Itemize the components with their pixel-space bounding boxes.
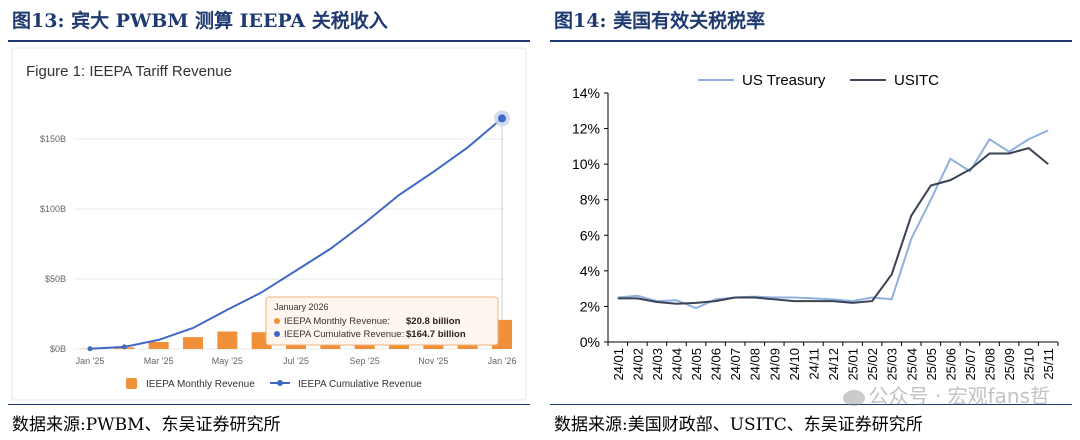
watermark: 公众号 · 宏观fans哲 xyxy=(842,380,1050,409)
x-tick-label: 24/05 xyxy=(689,348,704,381)
left-figure-panel: 图13: 宾大 PWBM 测算 IEEPA 关税收入 Figure 1: IEE… xyxy=(8,0,530,440)
y-tick-label: 8% xyxy=(580,192,600,208)
x-tick-label: 24/01 xyxy=(611,348,626,381)
y-tick-label: 14% xyxy=(572,85,600,101)
watermark-text: 公众号 · 宏观fans哲 xyxy=(868,384,1050,408)
x-tick-label: 24/11 xyxy=(806,348,821,380)
tooltip-label: IEEPA Monthly Revenue: xyxy=(284,316,390,327)
legend-us-treasury-label: US Treasury xyxy=(742,72,826,89)
x-tick-label: 25/11 xyxy=(1041,348,1056,380)
x-tick-label: 25/02 xyxy=(865,348,880,381)
x-tick-label: 24/10 xyxy=(787,348,802,381)
monthly-revenue-bar xyxy=(148,342,169,349)
cumulative-point xyxy=(87,346,93,352)
x-tick-label: Jan '26 xyxy=(488,356,517,366)
iEEPA-revenue-chart: Figure 1: IEEPA Tariff Revenue $0B $50B $10… xyxy=(11,47,527,401)
legend-usitc-label: USITC xyxy=(894,72,939,89)
y-tick-label: $150B xyxy=(40,134,66,144)
y-tick-label: $50B xyxy=(45,274,66,284)
y-tick-label: $100B xyxy=(40,204,66,214)
y-tick-label: 10% xyxy=(572,156,600,172)
cumulative-point xyxy=(121,344,127,350)
tooltip-value: $164.7 billion xyxy=(406,329,466,340)
usitc-line xyxy=(617,147,1049,305)
legend-label-cumulative: IEEPA Cumulative Revenue xyxy=(298,379,422,390)
highlight-point xyxy=(498,114,506,123)
left-figure-title: 图13: 宾大 PWBM 测算 IEEPA 关税收入 xyxy=(12,10,388,32)
right-title-rule xyxy=(550,40,1072,42)
right-bottom-rule xyxy=(550,404,1072,405)
x-tick-label: 25/05 xyxy=(924,348,939,381)
legend-marker-cumulative xyxy=(277,380,283,386)
y-tick-label: 0% xyxy=(580,334,600,350)
left-bottom-rule xyxy=(8,404,530,405)
tooltip-label: IEEPA Cumulative Revenue: xyxy=(284,329,404,340)
left-title-rule xyxy=(8,40,530,42)
x-tick-label: 25/07 xyxy=(963,348,978,381)
x-tick-label: 25/04 xyxy=(904,348,919,381)
monthly-revenue-bar xyxy=(217,331,238,349)
x-tick-label: 24/07 xyxy=(728,348,743,381)
x-tick-label: Sep '25 xyxy=(350,356,380,366)
x-tick-label: 24/09 xyxy=(767,348,782,381)
x-tick-label: May '25 xyxy=(212,356,243,366)
left-source-note: 数据来源:PWBM、东吴证券研究所 xyxy=(12,415,281,435)
y-tick-label: 2% xyxy=(580,298,600,314)
x-tick-label: Jul '25 xyxy=(283,356,309,366)
y-tick-label: 4% xyxy=(580,263,600,279)
wechat-icon xyxy=(842,389,865,406)
tooltip-box xyxy=(265,296,499,346)
y-tick-label: $0B xyxy=(50,344,66,354)
x-tick-label: 25/10 xyxy=(1022,348,1037,381)
monthly-revenue-bar xyxy=(183,337,203,349)
chart-title: Figure 1: IEEPA Tariff Revenue xyxy=(26,63,232,80)
tooltip-date: January 2026 xyxy=(274,302,329,312)
x-tick-label: Nov '25 xyxy=(418,356,448,366)
tooltip-marker xyxy=(274,318,280,324)
x-tick-label: 25/09 xyxy=(1002,348,1017,381)
x-tick-label: 25/01 xyxy=(846,348,861,381)
right-source-note: 数据来源:美国财政部、USITC、东吴证券研究所 xyxy=(554,415,923,435)
y-tick-label: 12% xyxy=(572,121,600,137)
x-tick-label: 24/08 xyxy=(748,348,763,381)
x-tick-label: 25/08 xyxy=(983,348,998,381)
tooltip-value: $20.8 billion xyxy=(406,316,461,327)
x-tick-label: 24/06 xyxy=(709,348,724,381)
tooltip-marker xyxy=(274,331,280,337)
legend-marker-monthly xyxy=(126,378,137,389)
x-tick-label: 24/03 xyxy=(650,348,665,381)
x-tick-label: Jan '25 xyxy=(76,356,105,366)
legend-label-monthly: IEEPA Monthly Revenue xyxy=(146,379,255,390)
right-figure-title: 图14: 美国有效关税税率 xyxy=(554,10,766,32)
x-tick-label: 25/03 xyxy=(885,348,900,381)
x-tick-label: 24/04 xyxy=(669,348,684,381)
x-tick-label: 25/06 xyxy=(943,348,958,381)
effective-tariff-rate-chart: 0% 2% 4% 6% 8% 10% 12% 14% 24/01 24/02 24/03 24/04 2… xyxy=(572,72,1059,381)
x-tick-label: Mar '25 xyxy=(144,356,174,366)
cumulative-revenue-line xyxy=(89,117,503,350)
x-tick-label: 24/02 xyxy=(630,348,645,381)
y-tick-label: 6% xyxy=(580,227,600,243)
right-figure-panel: 图14: 美国有效关税税率 0% 2% 4% 6% 8% 10% 12% 14% 24/01 24… xyxy=(550,0,1072,440)
us-treasury-line xyxy=(617,129,1049,310)
x-tick-label: 24/12 xyxy=(826,348,841,381)
